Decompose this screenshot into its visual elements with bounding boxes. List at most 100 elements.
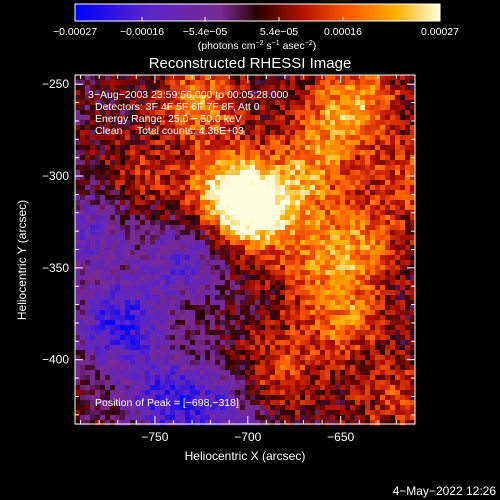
heatmap-cell	[250, 115, 256, 121]
heatmap-cell	[130, 340, 136, 346]
heatmap-cell	[215, 400, 221, 406]
heatmap-cell	[165, 385, 171, 391]
heatmap-cell	[290, 295, 296, 301]
heatmap-cell	[275, 95, 281, 101]
heatmap-cell	[330, 285, 336, 291]
heatmap-cell	[215, 100, 221, 106]
heatmap-cell	[215, 270, 221, 276]
heatmap-cell	[185, 285, 191, 291]
heatmap-cell	[360, 245, 366, 251]
heatmap-cell	[240, 415, 246, 421]
heatmap-cell	[135, 235, 141, 241]
heatmap-cell	[125, 145, 131, 151]
heatmap-cell	[180, 95, 186, 101]
heatmap-cell	[110, 120, 116, 126]
heatmap-cell	[200, 365, 206, 371]
heatmap-cell	[265, 240, 271, 246]
heatmap-cell	[400, 380, 406, 386]
heatmap-cell	[105, 280, 111, 286]
heatmap-cell	[310, 310, 316, 316]
heatmap-cell	[165, 360, 171, 366]
heatmap-cell	[150, 405, 156, 411]
heatmap-cell	[360, 195, 366, 201]
heatmap-cell	[390, 320, 396, 326]
heatmap-cell	[275, 370, 281, 376]
heatmap-cell	[185, 265, 191, 271]
heatmap-cell	[120, 385, 126, 391]
heatmap-cell	[95, 400, 101, 406]
heatmap-cell	[195, 155, 201, 161]
heatmap-cell	[345, 290, 351, 296]
heatmap-cell	[155, 100, 161, 106]
heatmap-cell	[255, 155, 261, 161]
heatmap-cell	[95, 330, 101, 336]
heatmap-cell	[395, 335, 401, 341]
heatmap-cell	[220, 150, 226, 156]
heatmap-cell	[315, 270, 321, 276]
heatmap-cell	[225, 400, 231, 406]
heatmap-cell	[150, 215, 156, 221]
heatmap-cell	[315, 375, 321, 381]
heatmap-cell	[210, 180, 216, 186]
heatmap-cell	[235, 320, 241, 326]
heatmap-cell	[125, 380, 131, 386]
heatmap-cell	[115, 210, 121, 216]
heatmap-cell	[100, 415, 106, 421]
heatmap-cell	[155, 375, 161, 381]
heatmap-cell	[365, 255, 371, 261]
heatmap-cell	[340, 320, 346, 326]
heatmap-cell	[365, 395, 371, 401]
heatmap-cell	[195, 420, 201, 426]
heatmap-cell	[300, 375, 306, 381]
heatmap-cell	[340, 130, 346, 136]
heatmap-cell	[80, 415, 86, 421]
heatmap-cell	[195, 370, 201, 376]
heatmap-cell	[160, 275, 166, 281]
heatmap-cell	[80, 340, 86, 346]
heatmap-cell	[410, 145, 416, 151]
heatmap-cell	[255, 330, 261, 336]
heatmap-cell	[400, 185, 406, 191]
heatmap-cell	[85, 380, 91, 386]
heatmap-cell	[140, 85, 146, 91]
heatmap-cell	[160, 255, 166, 261]
heatmap-cell	[110, 165, 116, 171]
heatmap-cell	[345, 370, 351, 376]
heatmap-cell	[85, 165, 91, 171]
heatmap-cell	[110, 195, 116, 201]
heatmap-cell	[155, 205, 161, 211]
heatmap-cell	[110, 210, 116, 216]
heatmap-cell	[305, 405, 311, 411]
heatmap-cell	[315, 170, 321, 176]
heatmap-cell	[375, 305, 381, 311]
heatmap-cell	[225, 365, 231, 371]
heatmap-cell	[135, 370, 141, 376]
heatmap-cell	[85, 175, 91, 181]
heatmap-cell	[130, 115, 136, 121]
heatmap-cell	[230, 85, 236, 91]
heatmap-cell	[325, 95, 331, 101]
heatmap-cell	[265, 320, 271, 326]
heatmap-cell	[360, 80, 366, 86]
heatmap-cell	[335, 305, 341, 311]
heatmap-cell	[200, 315, 206, 321]
heatmap-cell	[405, 75, 411, 81]
heatmap-cell	[190, 255, 196, 261]
heatmap-cell	[355, 260, 361, 266]
heatmap-cell	[375, 260, 381, 266]
heatmap-cell	[210, 190, 216, 196]
heatmap-cell	[275, 105, 281, 111]
heatmap-cell	[365, 420, 371, 426]
heatmap-cell	[270, 270, 276, 276]
heatmap-cell	[100, 375, 106, 381]
heatmap-cell	[320, 150, 326, 156]
heatmap-cell	[135, 165, 141, 171]
heatmap-cell	[85, 125, 91, 131]
heatmap-cell	[150, 120, 156, 126]
heatmap-cell	[405, 400, 411, 406]
heatmap-cell	[105, 290, 111, 296]
heatmap-cell	[280, 310, 286, 316]
heatmap-cell	[215, 245, 221, 251]
heatmap-cell	[210, 85, 216, 91]
heatmap-cell	[390, 325, 396, 331]
